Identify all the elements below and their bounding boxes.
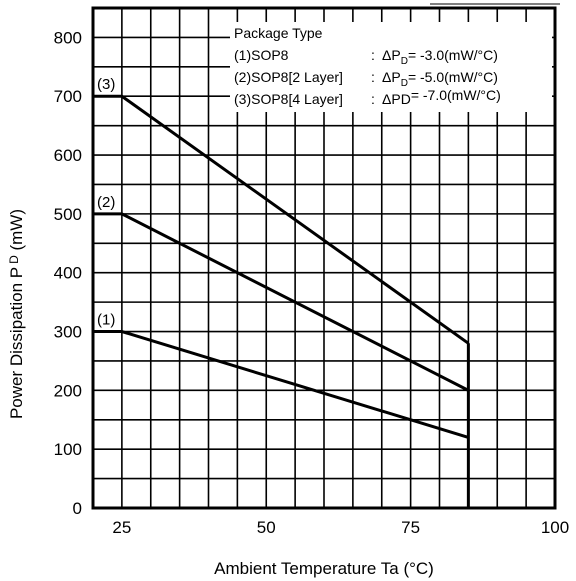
legend-row-1-sep: :	[371, 47, 375, 63]
y-tick-label: 300	[54, 323, 82, 342]
series-line-1	[93, 330, 469, 439]
y-tick-label: 0	[73, 499, 82, 518]
legend-row-1-rate: ΔPD= -3.0(mW/°C)	[382, 47, 498, 67]
legend: Package Type (1)SOP8 : ΔPD= -3.0(mW/°C) …	[230, 22, 552, 112]
series-tags: (1) (2) (3)	[97, 76, 115, 328]
y-axis-label-sub: D	[7, 255, 21, 264]
x-tick-label: 100	[541, 518, 569, 537]
legend-box	[230, 22, 552, 112]
legend-row-3-sep: :	[371, 91, 375, 107]
x-tick-label: 50	[257, 518, 276, 537]
legend-row-2-name: (2)SOP8[2 Layer]	[234, 69, 343, 85]
x-tick-label: 25	[112, 518, 131, 537]
series-lines	[93, 94, 470, 508]
y-axis-label: Power Dissipation PD (mW)	[7, 209, 26, 419]
x-axis-label: Ambient Temperature Ta (°C)	[214, 559, 434, 578]
series-line-2	[93, 212, 470, 392]
legend-row-1-name: (1)SOP8	[234, 47, 289, 63]
y-tick-label: 500	[54, 205, 82, 224]
plot-frame	[91, 6, 557, 510]
y-tick-label: 700	[54, 87, 82, 106]
x-tick-labels: 25 50 75 100	[112, 518, 569, 537]
series-line-3	[93, 94, 470, 345]
legend-row-2-sep: :	[371, 69, 375, 85]
legend-row-1-sub: D	[401, 56, 408, 67]
series-tag-2: (2)	[97, 194, 115, 211]
y-tick-label: 800	[54, 28, 82, 47]
legend-row-3-rate: ΔPD= -7.0(mW/°C)	[382, 87, 501, 107]
legend-title: Package Type	[234, 25, 323, 41]
y-tick-label: 400	[54, 264, 82, 283]
y-tick-labels: 0 100 200 300 400 500 600 700 800	[54, 28, 82, 518]
legend-row-2-rate: ΔPD= -5.0(mW/°C)	[382, 69, 498, 89]
y-tick-label: 200	[54, 381, 82, 400]
series-tag-3: (3)	[97, 76, 115, 93]
y-tick-label: 100	[54, 440, 82, 459]
legend-row-2-sub: D	[401, 78, 408, 89]
x-tick-label: 75	[401, 518, 420, 537]
legend-row-3-name: (3)SOP8[4 Layer]	[234, 91, 343, 107]
series-tag-1: (1)	[97, 312, 115, 329]
y-tick-label: 600	[54, 146, 82, 165]
